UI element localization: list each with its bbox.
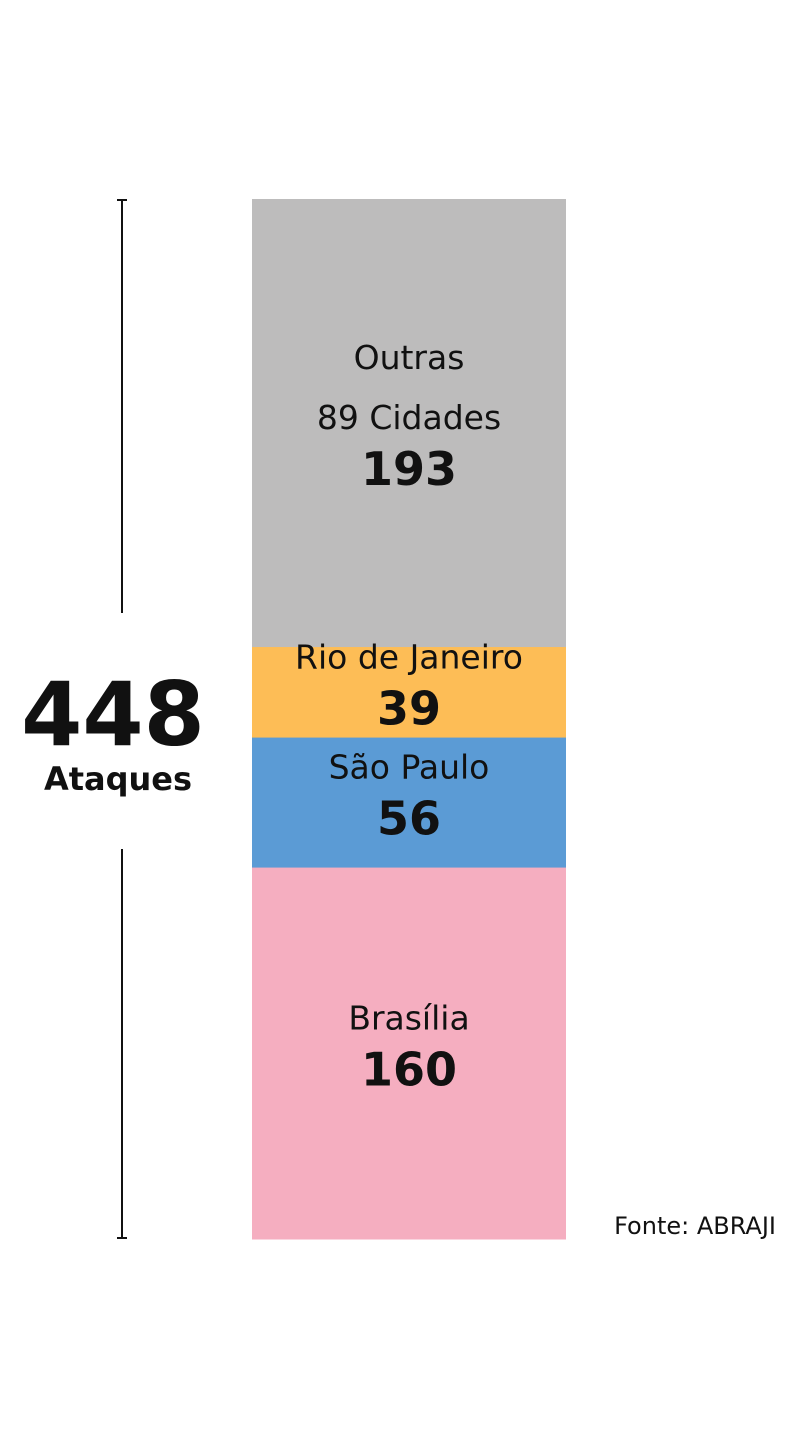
- segment-value-brasilia: 160: [361, 1042, 457, 1096]
- source-note: Fonte: ABRAJI: [614, 1212, 776, 1240]
- bar-segment-sao-paulo: [252, 737, 566, 869]
- bar-segment-brasilia: [252, 867, 566, 1240]
- bar-segment-rio-de-janeiro: [252, 647, 566, 739]
- segment-value-sao-paulo: 56: [377, 792, 441, 846]
- segment-label-brasilia: Brasília: [348, 998, 469, 1037]
- bar-segment-outras: [252, 199, 566, 648]
- segment-label-rio-de-janeiro: Rio de Janeiro: [295, 637, 523, 676]
- total-bracket: [117, 199, 127, 1239]
- total-value: 448: [21, 663, 205, 766]
- segment-label-outras-2: 89 Cidades: [317, 398, 501, 437]
- segment-value-outras: 193: [361, 442, 457, 496]
- segment-value-rio-de-janeiro: 39: [377, 681, 441, 735]
- segment-label-outras-1: Outras: [354, 338, 465, 377]
- segment-label-sao-paulo: São Paulo: [329, 748, 490, 787]
- total-label: Ataques: [44, 760, 192, 798]
- bar-stack: Outras 89 Cidades 193 Rio de Janeiro 39 São P…: [252, 199, 566, 1240]
